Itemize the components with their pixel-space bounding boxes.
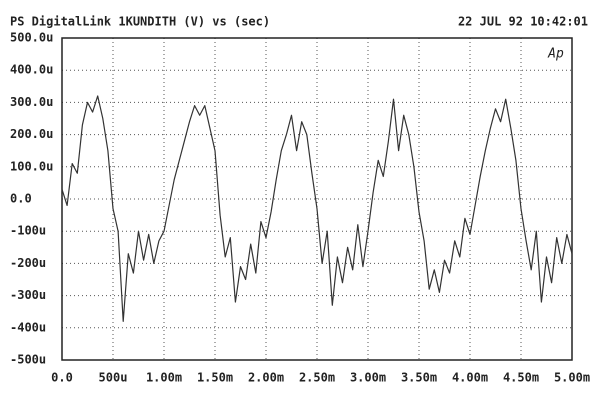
- y-tick-label: -400u: [10, 320, 46, 334]
- x-tick-label: 5.00m: [554, 371, 590, 385]
- x-tick-label: 2.50m: [299, 371, 335, 385]
- x-tick-label: 2.00m: [248, 371, 284, 385]
- chart-title: PS DigitalLink 1KUNDITH (V) vs (sec): [10, 15, 270, 29]
- x-tick-label: 500u: [99, 371, 128, 385]
- y-tick-label: 0.0: [10, 192, 32, 206]
- x-tick-label: 3.50m: [401, 371, 437, 385]
- data-line: [61, 95, 573, 322]
- x-tick-label: 4.50m: [503, 371, 539, 385]
- y-tick-label: -200u: [10, 256, 46, 270]
- timestamp: 22 JUL 92 10:42:01: [458, 15, 588, 29]
- plot-frame: [61, 37, 573, 361]
- y-tick-label: -100u: [10, 224, 46, 238]
- x-tick-label: 1.50m: [197, 371, 233, 385]
- y-tick-label: 400.0u: [10, 63, 53, 77]
- y-tick-label: 200.0u: [10, 127, 53, 141]
- logo: Ap: [547, 47, 564, 62]
- x-tick-label: 3.00m: [350, 371, 386, 385]
- y-tick-label: -500u: [10, 353, 46, 367]
- y-tick-label: -300u: [10, 288, 46, 302]
- y-tick-label: 100.0u: [10, 159, 53, 173]
- y-tick-label: 500.0u: [10, 31, 53, 45]
- x-tick-label: 1.00m: [146, 371, 182, 385]
- y-tick-label: 300.0u: [10, 95, 53, 109]
- x-tick-label: 4.00m: [452, 371, 488, 385]
- x-tick-label: 0.0: [51, 371, 73, 385]
